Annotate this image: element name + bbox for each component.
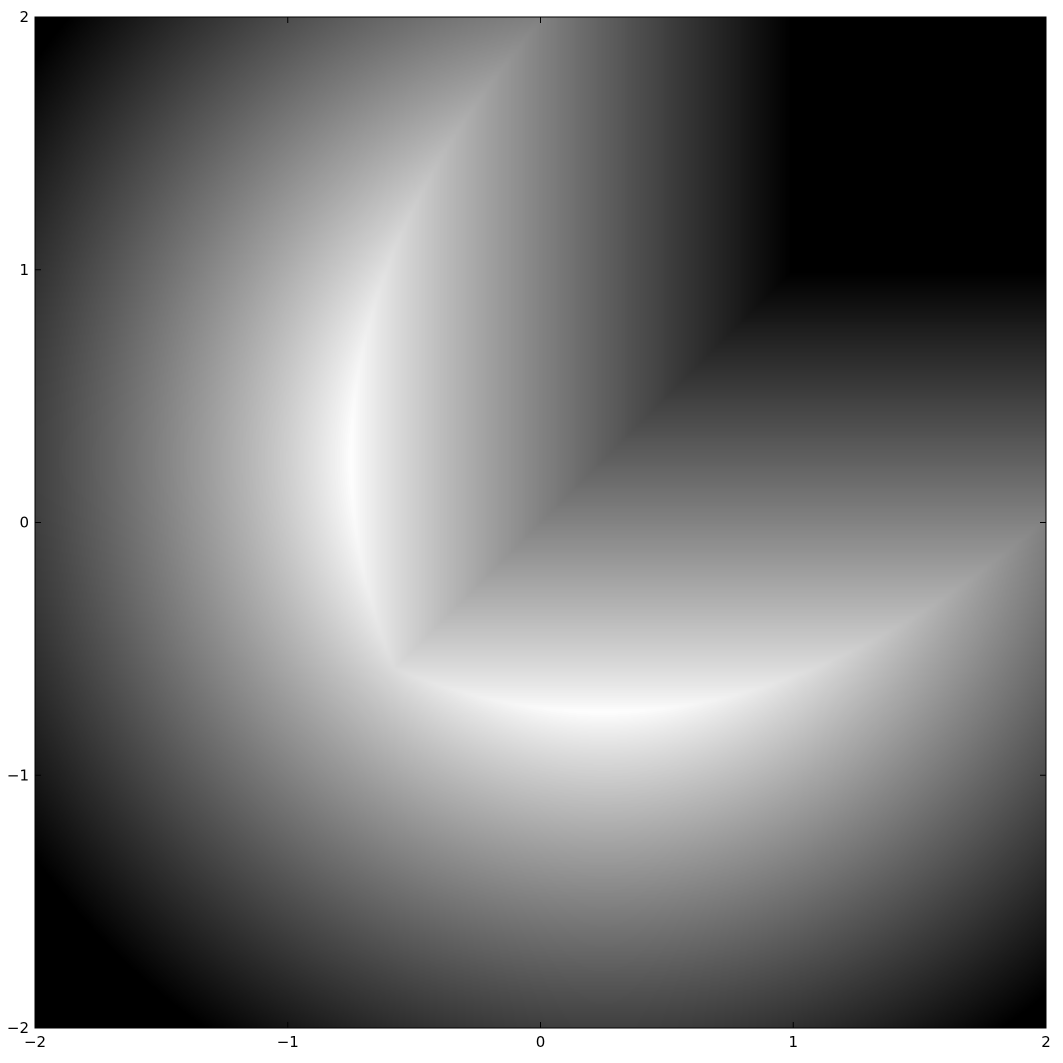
y-tick-label: 1 [19,261,29,279]
y-tick-label: −2 [7,1019,29,1037]
x-tick-label: 2 [1041,1033,1051,1051]
x-tick-label: −2 [24,1033,46,1051]
heatmap-image [35,17,1046,1028]
x-tick-label: 0 [536,1033,546,1051]
y-tick-label: 2 [19,8,29,26]
y-tick-label: 0 [19,514,29,532]
x-tick-label: 1 [788,1033,798,1051]
heatmap-field [35,17,1046,1028]
x-axis: −2 −1 0 1 2 [24,17,1051,1051]
y-tick-label: −1 [7,766,29,784]
x-tick-label: −1 [277,1033,299,1051]
y-axis: −2 −1 0 1 2 [7,8,1046,1037]
